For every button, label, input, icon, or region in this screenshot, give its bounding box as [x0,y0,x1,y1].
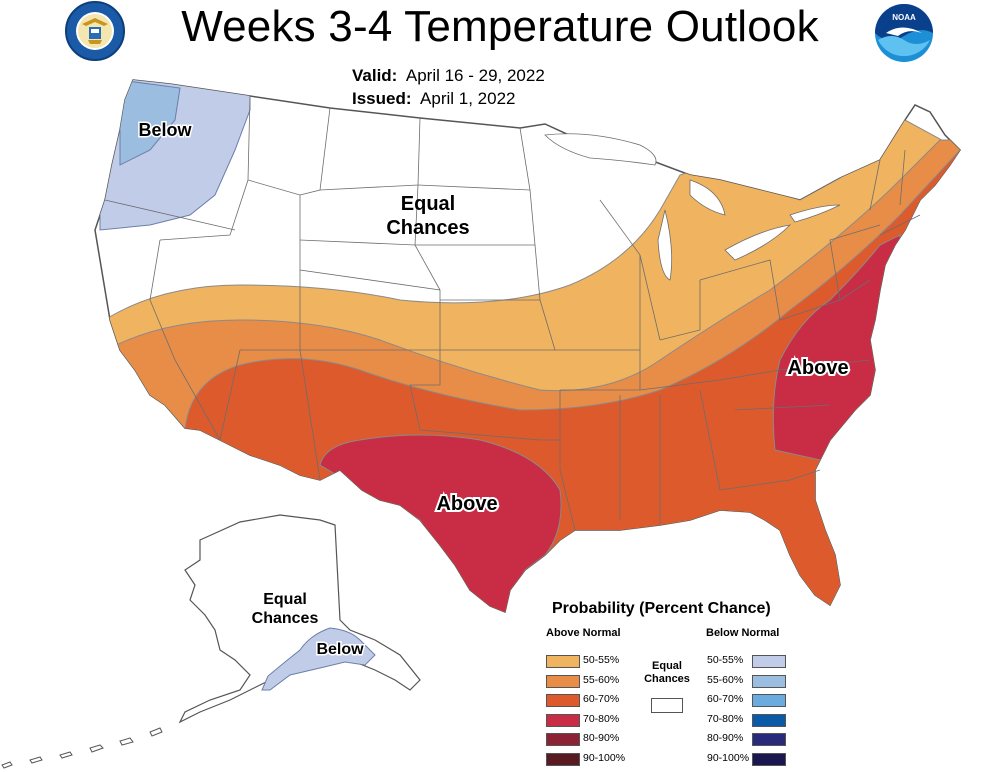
doc-seal-icon [65,1,125,61]
legend-above-swatch [546,655,580,668]
legend-below-swatch [752,753,786,766]
legend-above-swatch [546,733,580,747]
legend-above-swatch [546,713,580,727]
label-above-east: Above [787,357,848,379]
label-equal-chances-ak-line2: Chances [252,610,319,627]
legend-below-swatch [752,713,786,727]
label-below-nw: Below [138,120,192,140]
noaa-logo-icon: NOAA [875,4,933,62]
legend-below-label: 60-70% [707,693,744,706]
state-boundaries [104,95,921,531]
legend-above-header: Above Normal [546,627,621,639]
legend-below-label: 50-55% [707,654,744,666]
valid-dates: April 16 - 29, 2022 [405,66,545,85]
noaa-text: NOAA [892,13,916,22]
legend-below-header: Below Normal [706,627,780,639]
legend-above-label: 50-55% [583,654,620,666]
above-60-70-shading [184,149,960,612]
label-equal-chances-conus-line2: Chances [386,217,469,239]
legend-above-swatch [546,753,580,766]
legend-above-swatch [546,674,580,688]
legend-below-swatch [752,694,786,708]
legend-equal-chances-swatch [651,698,683,713]
map-title: Weeks 3-4 Temperature Outlook [181,2,819,51]
valid-label: Valid: [352,66,398,85]
legend-equal-chances-line1: Equal [652,660,682,672]
below-ak-shading [261,627,376,691]
legend-equal-chances-line2: Chances [644,673,690,685]
label-equal-chances-conus-line1: Equal [401,193,455,215]
legend-below-label: 70-80% [707,712,744,725]
legend-title: Probability (Percent Chance) [552,600,771,617]
legend-below-label: 55-60% [707,673,744,686]
aleutian-islands [1,727,163,769]
legend-above-label: 60-70% [583,693,620,706]
legend-below-label: 90-100% [707,752,750,764]
legend-below-swatch [752,733,786,747]
legend-above-swatch [546,694,580,708]
issued-date: April 1, 2022 [420,89,516,108]
alaska [1,514,421,769]
below-nw-inner [119,80,181,166]
label-below-ak: Below [316,641,364,658]
legend-above-label: 70-80% [583,712,620,725]
legend-above-label: 90-100% [583,752,626,764]
validity-block: Valid: April 16 - 29, 2022 Issued: April… [352,64,545,110]
label-above-texas: Above [436,493,497,515]
legend-above-label: 55-60% [583,673,620,686]
great-lakes [544,133,841,281]
legend-below-swatch [752,655,786,668]
issued-label: Issued: [352,89,412,108]
legend-above-label: 80-90% [583,732,620,745]
legend-below-swatch [752,674,786,688]
legend-below-label: 80-90% [707,732,744,745]
legend-equal-chances: Equal Chances [642,660,692,686]
above-70-80-texas-shading [319,434,562,612]
label-equal-chances-ak-line1: Equal [263,591,307,608]
